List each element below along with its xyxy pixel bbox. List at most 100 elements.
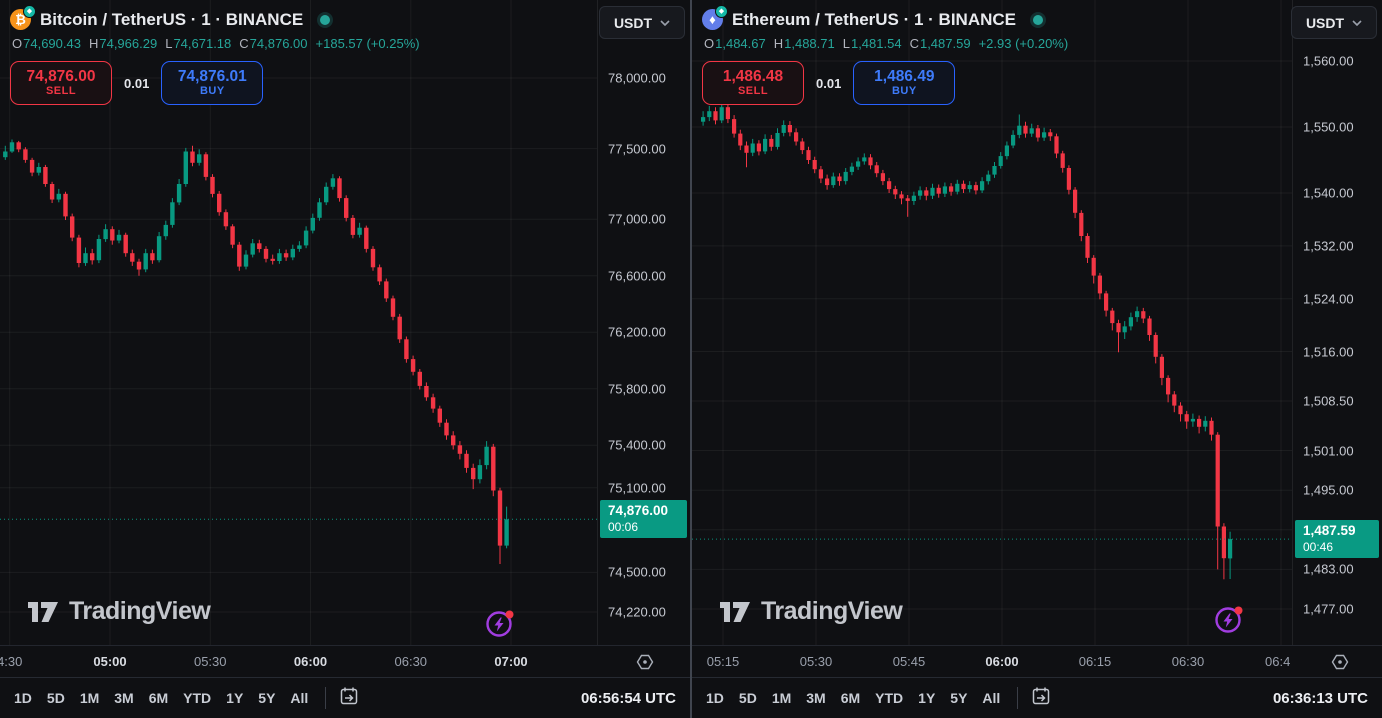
- range-button-all[interactable]: All: [982, 690, 1001, 706]
- price-axis-label: 76,200.00: [608, 324, 666, 340]
- range-button-5d[interactable]: 5D: [738, 690, 757, 706]
- time-axis-label: 05:30: [193, 654, 227, 669]
- symbol-title[interactable]: Bitcoin / TetherUS · 1 · BINANCE: [40, 9, 304, 29]
- time-axis-label: 06:4: [1265, 654, 1291, 669]
- ethereum-candlestick-chart[interactable]: [692, 0, 1292, 645]
- last-price-badge: 74,876.00 00:06: [600, 500, 687, 539]
- range-button-6m[interactable]: 6M: [840, 690, 861, 706]
- range-button-1m[interactable]: 1M: [771, 690, 792, 706]
- range-selector: 1D 5D 1M 3M 6M YTD 1Y 5Y All: [14, 690, 323, 706]
- time-axis-label: 05:00: [93, 654, 127, 669]
- clock-utc[interactable]: 06:56:54 UTC: [580, 689, 676, 707]
- range-button-1d[interactable]: 1D: [706, 690, 724, 706]
- time-axis-label: 06:30: [1171, 654, 1205, 669]
- time-axis-label: 06:15: [1078, 654, 1112, 669]
- time-axis-label: 07:00: [494, 654, 528, 669]
- price-axis-label: 1,495.00: [1303, 482, 1354, 498]
- bitcoin-icon: ₿ ◆: [10, 5, 36, 30]
- range-button-5y[interactable]: 5Y: [258, 690, 276, 706]
- symbol-title[interactable]: Ethereum / TetherUS · 1 · BINANCE: [732, 9, 1017, 29]
- market-open-indicator[interactable]: [320, 14, 331, 25]
- time-axis-label: 4:30: [0, 654, 23, 669]
- spread-value: 0.01: [816, 75, 842, 91]
- price-axis-label: 75,800.00: [608, 381, 666, 397]
- range-button-1y[interactable]: 1Y: [918, 690, 936, 706]
- tradingview-logo[interactable]: TradingView: [718, 597, 903, 626]
- price-axis-label: 1,508.50: [1303, 393, 1354, 409]
- price-axis-label: 1,540.00: [1303, 185, 1354, 201]
- range-button-5y[interactable]: 5Y: [950, 690, 968, 706]
- range-button-ytd[interactable]: YTD: [183, 690, 212, 706]
- currency-dropdown[interactable]: USDT: [1291, 6, 1377, 39]
- last-price-badge: 1,487.59 00:46: [1295, 520, 1379, 559]
- go-to-date-icon[interactable]: [1030, 685, 1052, 712]
- bottom-toolbar: 1D 5D 1M 3M 6M YTD 1Y 5Y All 06:36:13 UTC: [692, 677, 1382, 718]
- price-axis[interactable]: 1,487.59 00:46 1,560.00 1,550.00 1,540.00 1…: [1292, 0, 1382, 645]
- price-scale-settings-icon[interactable]: [1330, 652, 1350, 677]
- price-scale-settings-icon[interactable]: [635, 652, 655, 677]
- ethereum-panel: 1,487.59 00:46 1,560.00 1,550.00 1,540.00 1…: [692, 0, 1382, 718]
- range-button-5d[interactable]: 5D: [46, 690, 65, 706]
- time-axis[interactable]: 05:15 05:30 05:45 06:00 06:15 06:30 06:4: [692, 645, 1382, 678]
- bottom-toolbar: 1D 5D 1M 3M 6M YTD 1Y 5Y All 06:56:54 UTC: [0, 677, 690, 718]
- buy-button[interactable]: 74,876.01 BUY: [161, 61, 264, 105]
- range-selector: 1D 5D 1M 3M 6M YTD 1Y 5Y All: [706, 690, 1015, 706]
- price-axis-label: 1,483.00: [1303, 561, 1354, 577]
- crypto-badge-icon: ◆: [715, 5, 728, 18]
- range-button-3m[interactable]: 3M: [806, 690, 826, 706]
- watermark-text: TradingView: [761, 597, 903, 625]
- boost-promo-icon[interactable]: [1213, 603, 1245, 640]
- go-to-date-icon[interactable]: [338, 685, 360, 712]
- time-axis-label: 06:30: [394, 654, 428, 669]
- time-axis-label: 05:30: [799, 654, 833, 669]
- chevron-down-icon: [660, 19, 670, 26]
- ohlc-values: O 74,690.43 H 74,966.29 L 74,671.18 C 74,876…: [12, 36, 420, 51]
- market-open-indicator[interactable]: [1033, 14, 1044, 25]
- ohlc-values: O 1,484.67 H 1,488.71 L 1,481.54 C 1,487.59 …: [704, 36, 1069, 51]
- buy-button[interactable]: 1,486.49 BUY: [853, 61, 956, 105]
- time-axis-label: 06:00: [293, 654, 328, 669]
- panel-divider[interactable]: [690, 0, 692, 718]
- price-axis-label: 1,532.00: [1303, 238, 1354, 254]
- range-button-1d[interactable]: 1D: [14, 690, 32, 706]
- price-axis-label: 74,220.00: [608, 604, 666, 620]
- range-button-ytd[interactable]: YTD: [875, 690, 904, 706]
- spread-value: 0.01: [124, 75, 150, 91]
- bar-countdown: 00:06: [608, 519, 639, 534]
- range-button-6m[interactable]: 6M: [148, 690, 169, 706]
- time-axis-label: 05:15: [706, 654, 740, 669]
- tradingview-logo[interactable]: TradingView: [26, 597, 211, 626]
- currency-dropdown[interactable]: USDT: [599, 6, 685, 39]
- boost-promo-icon[interactable]: [484, 607, 516, 644]
- ethereum-icon: ♦ ◆: [702, 5, 728, 30]
- price-axis[interactable]: 74,876.00 00:06 78,000.00 77,500.00 77,000…: [597, 0, 690, 645]
- sell-button[interactable]: 1,486.48 SELL: [702, 61, 804, 105]
- chevron-down-icon: [1352, 19, 1362, 26]
- range-button-all[interactable]: All: [290, 690, 309, 706]
- bar-countdown: 00:46: [1303, 539, 1334, 554]
- price-change: +2.93 (+0.20%): [978, 36, 1069, 51]
- price-axis-label: 1,516.00: [1303, 344, 1354, 359]
- crypto-badge-icon: ◆: [23, 5, 36, 18]
- price-axis-label: 78,000.00: [608, 70, 666, 86]
- clock-utc[interactable]: 06:36:13 UTC: [1272, 689, 1368, 707]
- range-button-1m[interactable]: 1M: [79, 690, 100, 706]
- sell-button[interactable]: 74,876.00 SELL: [10, 61, 112, 105]
- price-axis-label: 1,501.00: [1303, 443, 1354, 459]
- price-axis-label: 74,500.00: [608, 564, 666, 580]
- price-axis-label: 1,550.00: [1303, 119, 1354, 135]
- bitcoin-candlestick-chart[interactable]: [0, 0, 597, 645]
- price-axis-label: 75,100.00: [608, 480, 666, 496]
- price-axis-label: 1,560.00: [1303, 53, 1354, 69]
- range-button-1y[interactable]: 1Y: [226, 690, 244, 706]
- time-axis[interactable]: 4:30 05:00 05:30 06:00 06:30 07:00: [0, 645, 690, 678]
- range-button-3m[interactable]: 3M: [114, 690, 134, 706]
- bitcoin-panel: 74,876.00 00:06 78,000.00 77,500.00 77,000…: [0, 0, 690, 718]
- last-price-value: 74,876.00: [608, 503, 669, 519]
- price-axis-label: 77,000.00: [608, 211, 666, 227]
- price-axis-label: 1,477.00: [1303, 601, 1354, 617]
- time-axis-label: 05:45: [892, 654, 926, 669]
- last-price-value: 1,487.59: [1303, 523, 1356, 539]
